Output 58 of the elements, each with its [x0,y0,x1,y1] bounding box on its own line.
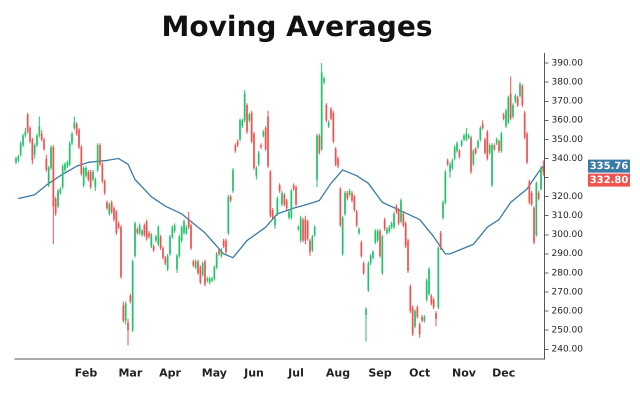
candlestick [281,190,283,207]
candlestick [220,248,222,258]
candlestick [57,188,59,209]
y-tick-label: 240.00 [552,344,584,355]
y-tick-label: 250.00 [552,326,584,336]
candlestick [274,215,276,230]
candlestick [278,182,281,194]
y-tick-label: 280.00 [552,268,584,278]
chart-title: Moving Averages [162,10,432,44]
candlestick [234,142,236,154]
x-tick-label: Jun [243,366,264,380]
x-tick-label: Aug [326,366,350,380]
candlestick [540,166,542,192]
y-tick-label: 380.00 [552,78,584,88]
candlestick [512,102,514,119]
candlestick [232,168,234,194]
candlestick [365,306,367,342]
candlestick [344,190,346,216]
x-tick-label: Mar [118,366,143,380]
x-tick-label: Jul [287,366,304,380]
candlestick [239,118,241,142]
x-tick-label: Dec [492,366,516,380]
x-tick-label: Nov [452,366,477,380]
candlestick [393,211,395,230]
candlestick [302,217,304,243]
y-tick-label: 320.00 [552,192,584,202]
candlestick [248,112,250,123]
candlestick [204,259,206,287]
x-tick-label: May [202,366,227,380]
candlestick [106,200,108,211]
x-tick-label: Feb [74,366,98,380]
candlestick [435,310,437,327]
candlestick [514,93,516,104]
candlestick [225,238,227,254]
x-tick-label: Oct [409,366,430,380]
y-tick-label: 390.00 [552,58,584,68]
y-tick-label: 370.00 [552,96,584,107]
candlestick [498,138,500,154]
text: 335.76 [590,161,628,172]
candlestick [519,82,521,98]
y-tick-label: 260.00 [552,306,584,316]
candlestick [449,162,451,178]
y-tick-label: 270.00 [552,287,584,298]
y-tick-label: 350.00 [552,134,584,145]
y-tick-label: 290.00 [552,249,584,260]
candlestick [400,198,402,224]
candlestick [432,297,435,310]
y-tick-label: 340.00 [552,154,584,164]
candlestick [295,184,297,207]
candlestick [127,318,129,346]
y-tick-label: 300.00 [552,230,584,240]
x-tick-label: Sep [368,366,392,380]
candlestick [465,127,468,142]
text: 332.80 [590,175,628,186]
y-tick-label: 310.00 [552,211,584,222]
y-tick-label: 360.00 [552,116,584,126]
candlestick [414,308,416,329]
x-tick-label: Apr [159,366,182,380]
